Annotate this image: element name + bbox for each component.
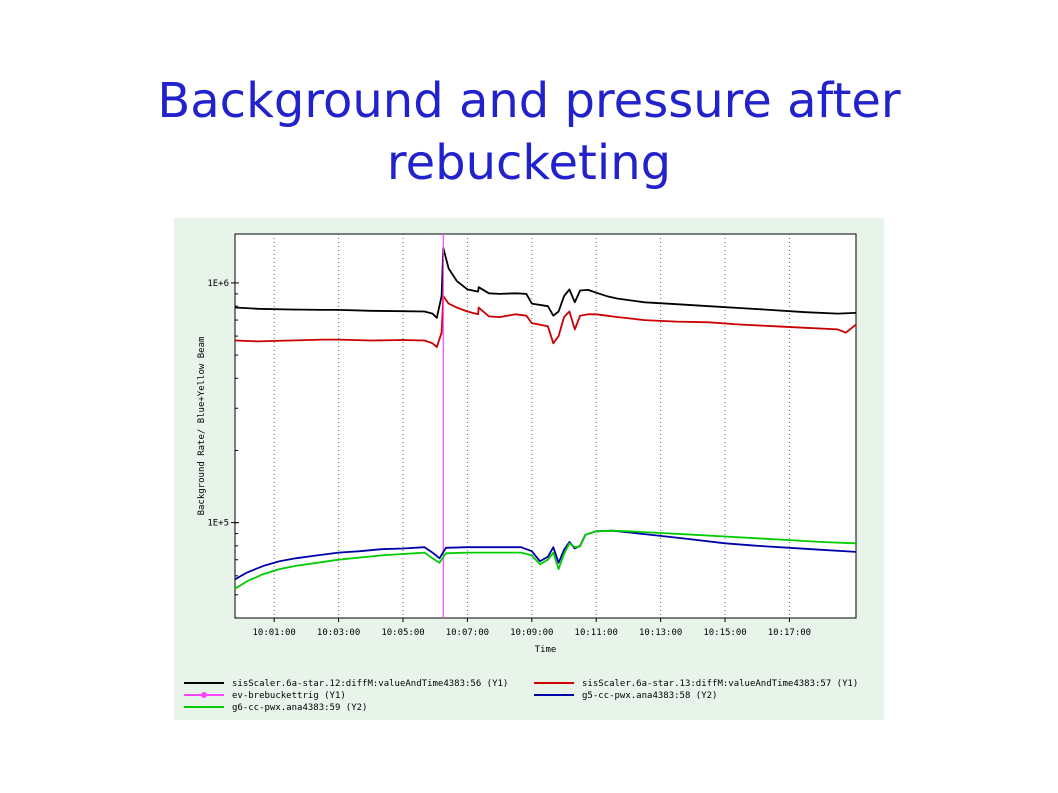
y-tick-label: 1E+6 [207,279,229,289]
x-tick-label: 10:15:00 [703,628,746,638]
x-tick-label: 10:13:00 [639,628,682,638]
chart-svg: 10:01:00 10:03:00 10:05:00 10:07:00 10:09:00… [184,233,858,713]
y-axis-label: Background Rate/ Blue+Yellow Beam [197,337,207,516]
x-tick-label: 10:05:00 [381,628,424,638]
x-tick-label: 10:03:00 [317,628,360,638]
legend-label: sisScaler.6a-star.12:diffM:valueAndTime4… [232,679,508,689]
x-axis-label: Time [535,645,557,655]
legend-marker [201,692,207,698]
slide-title-line-2: rebucketing [386,135,672,191]
chart-panel: 10:01:00 10:03:00 10:05:00 10:07:00 10:09:00… [174,218,884,720]
legend-label: g5-cc-pwx.ana4383:58 (Y2) [582,691,717,701]
series-line-5 [234,529,857,590]
x-tick-label: 10:07:00 [446,628,489,638]
x-tick-label: 10:09:00 [510,628,553,638]
slide-title: Background and pressure after rebucketin… [0,70,1058,194]
series-line-1 [234,246,857,319]
slide-title-line-1: Background and pressure after [157,73,901,129]
legend-label: g6-cc-pwx.ana4383:59 (Y2) [232,703,367,713]
x-tick-label: 10:17:00 [768,628,811,638]
x-tick-label: 10:11:00 [575,628,618,638]
legend-label: ev-brebuckettrig (Y1) [232,691,346,701]
series-line-4 [234,529,857,581]
series-line-2 [234,295,857,349]
legend-label: sisScaler.6a-star.13:diffM:valueAndTime4… [582,679,858,689]
y-tick-label: 1E+5 [207,519,229,529]
x-tick-label: 10:01:00 [253,628,296,638]
